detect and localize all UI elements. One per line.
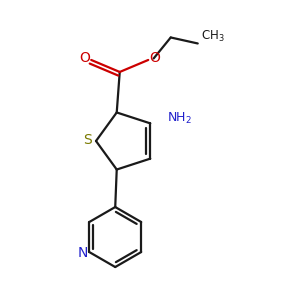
Text: NH$_2$: NH$_2$	[167, 111, 192, 126]
Text: CH$_3$: CH$_3$	[201, 29, 224, 44]
Text: O: O	[149, 52, 160, 65]
Text: O: O	[79, 52, 90, 65]
Text: S: S	[83, 133, 92, 146]
Text: N: N	[77, 246, 88, 260]
